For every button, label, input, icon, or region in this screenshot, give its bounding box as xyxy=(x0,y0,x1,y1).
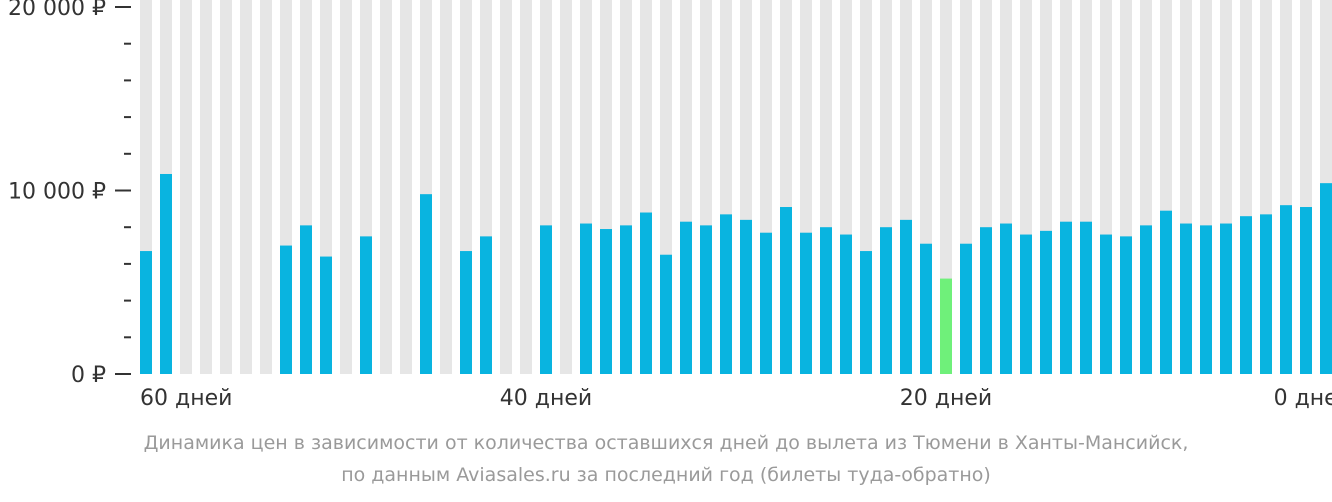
column-bg xyxy=(380,0,392,374)
bar[interactable] xyxy=(1040,230,1052,374)
chart-caption-line-2: по данным Aviasales.ru за последний год … xyxy=(341,464,991,486)
chart-caption-line-1: Динамика цен в зависимости от количества… xyxy=(143,432,1189,454)
bar[interactable] xyxy=(540,225,552,374)
bar[interactable] xyxy=(300,225,312,374)
bar[interactable] xyxy=(980,227,992,374)
column-bg xyxy=(200,0,212,374)
y-tick-label: 0 ₽ xyxy=(71,363,106,388)
column-bg xyxy=(440,0,452,374)
bar[interactable] xyxy=(1060,221,1072,374)
bar[interactable] xyxy=(1100,234,1112,374)
x-tick-label: 0 дней xyxy=(1274,386,1332,411)
bar[interactable] xyxy=(820,227,832,374)
x-axis: 60 дней 40 дней 20 дней 0 дней xyxy=(140,386,1332,411)
bar[interactable] xyxy=(700,225,712,374)
bar[interactable] xyxy=(280,245,292,374)
column-bg xyxy=(560,0,572,374)
x-tick-label: 20 дней xyxy=(900,386,992,411)
bar[interactable] xyxy=(140,251,152,374)
bar[interactable] xyxy=(1200,225,1212,374)
bar[interactable] xyxy=(720,214,732,374)
bar[interactable] xyxy=(880,227,892,374)
column-backgrounds xyxy=(140,0,1332,374)
bar[interactable] xyxy=(1020,234,1032,374)
bar[interactable] xyxy=(1000,223,1012,374)
x-tick-label: 40 дней xyxy=(500,386,592,411)
bar[interactable] xyxy=(1180,223,1192,374)
x-tick-label: 60 дней xyxy=(140,386,232,411)
bar[interactable] xyxy=(660,254,672,374)
bar[interactable] xyxy=(1300,207,1312,374)
column-bg xyxy=(220,0,232,374)
bar[interactable] xyxy=(900,219,912,374)
column-bg xyxy=(500,0,512,374)
y-axis: 0 ₽ 10 000 ₽ 20 000 ₽ xyxy=(8,0,131,388)
bar[interactable] xyxy=(320,256,332,374)
column-bg xyxy=(340,0,352,374)
bar[interactable] xyxy=(640,212,652,374)
y-tick-label: 10 000 ₽ xyxy=(8,180,106,205)
column-bg xyxy=(180,0,192,374)
bar[interactable] xyxy=(1280,205,1292,374)
bar[interactable] xyxy=(480,236,492,374)
bar[interactable] xyxy=(1320,183,1332,374)
bar[interactable] xyxy=(360,236,372,374)
y-tick-label: 20 000 ₽ xyxy=(8,0,106,21)
bar[interactable] xyxy=(780,207,792,374)
bar[interactable] xyxy=(620,225,632,374)
bar[interactable] xyxy=(760,232,772,374)
bar[interactable] xyxy=(1120,236,1132,374)
bar[interactable] xyxy=(1140,225,1152,374)
bar[interactable] xyxy=(1160,210,1172,374)
bar[interactable] xyxy=(580,223,592,374)
bar[interactable] xyxy=(160,173,172,374)
column-bg xyxy=(240,0,252,374)
bar[interactable] xyxy=(420,194,432,374)
bar-lowest-price[interactable] xyxy=(940,278,952,374)
bar[interactable] xyxy=(920,243,932,374)
bar[interactable] xyxy=(740,219,752,374)
bar[interactable] xyxy=(600,229,612,374)
bar[interactable] xyxy=(1260,214,1272,374)
column-bg xyxy=(400,0,412,374)
column-bg xyxy=(260,0,272,374)
column-bg xyxy=(520,0,532,374)
bar[interactable] xyxy=(680,221,692,374)
bar[interactable] xyxy=(840,234,852,374)
bar[interactable] xyxy=(960,243,972,374)
bars xyxy=(140,173,1332,374)
bar[interactable] xyxy=(860,251,872,374)
bar[interactable] xyxy=(460,251,472,374)
bar[interactable] xyxy=(1080,221,1092,374)
bar[interactable] xyxy=(1220,223,1232,374)
price-chart: 0 ₽ 10 000 ₽ 20 000 ₽ 60 дней 40 дней 20 дне… xyxy=(8,0,1332,411)
bar[interactable] xyxy=(800,232,812,374)
bar[interactable] xyxy=(1240,216,1252,374)
